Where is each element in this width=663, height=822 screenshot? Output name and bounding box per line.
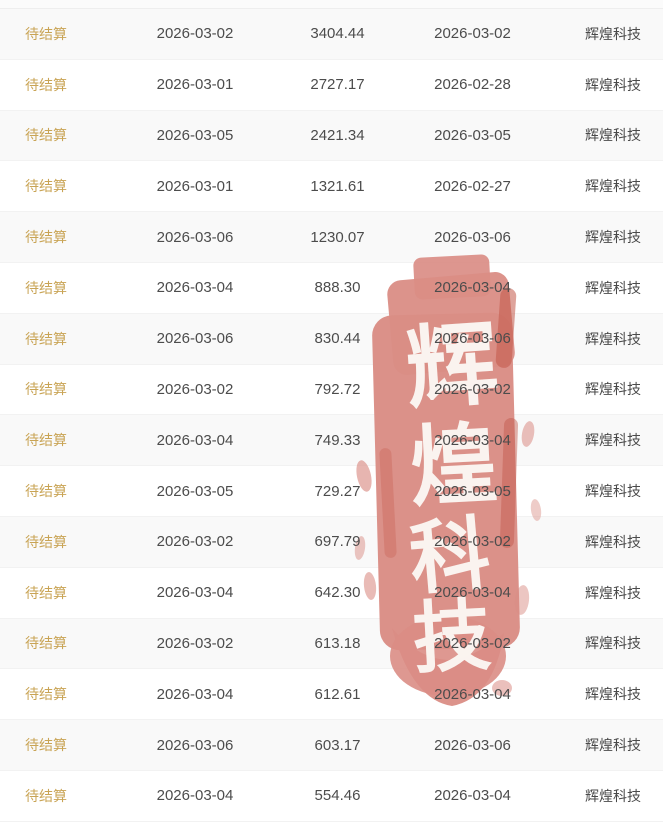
table-row[interactable]: 待结算 2026-03-04 554.46 2026-03-04 辉煌科技	[0, 770, 663, 822]
table-row[interactable]: 待结算 2026-03-06 603.17 2026-03-06 辉煌科技	[0, 720, 663, 771]
company-cell: 辉煌科技	[585, 330, 641, 347]
settle-date-cell: 2026-03-04	[156, 685, 234, 703]
amount-cell: 729.27	[314, 482, 361, 500]
settle-date-cell: 2026-03-04	[156, 584, 234, 602]
previous-row-partial	[0, 0, 663, 9]
table-row[interactable]: 待结算 2026-03-02 697.79 2026-03-02 辉煌科技	[0, 516, 663, 568]
status-label: 待结算	[25, 635, 67, 652]
company-cell: 辉煌科技	[585, 279, 641, 296]
order-date-cell: 2026-03-02	[434, 380, 511, 398]
company-cell: 辉煌科技	[585, 584, 641, 601]
order-date-cell: 2026-03-04	[434, 584, 511, 602]
table-row[interactable]: 待结算 2026-03-05 729.27 2026-03-05 辉煌科技	[0, 466, 663, 517]
table-row[interactable]: 待结算 2026-03-01 2727.17 2026-02-28 辉煌科技	[0, 59, 663, 111]
settle-date-cell: 2026-03-06	[156, 330, 234, 348]
company-cell: 辉煌科技	[585, 737, 641, 754]
settle-date-cell: 2026-03-01	[156, 76, 234, 94]
table-row[interactable]: 待结算 2026-03-04 612.61 2026-03-04 辉煌科技	[0, 669, 663, 721]
company-cell: 辉煌科技	[585, 127, 641, 144]
amount-cell: 749.33	[314, 431, 361, 449]
company-cell: 辉煌科技	[585, 76, 641, 93]
status-label: 待结算	[25, 533, 67, 550]
company-cell: 辉煌科技	[585, 381, 641, 398]
status-label: 待结算	[25, 584, 67, 601]
settle-date-cell: 2026-03-02	[156, 25, 234, 43]
order-date-cell: 2026-03-04	[434, 685, 511, 703]
amount-cell: 830.44	[314, 330, 361, 348]
order-date-cell: 2026-03-04	[434, 279, 511, 297]
order-date-cell: 2026-03-02	[434, 533, 511, 551]
order-date-cell: 2026-03-02	[434, 25, 511, 43]
amount-cell: 1230.07	[310, 228, 365, 246]
table-row[interactable]: 待结算 2026-03-04 749.33 2026-03-04 辉煌科技	[0, 415, 663, 467]
company-cell: 辉煌科技	[585, 178, 641, 195]
status-label: 待结算	[25, 127, 67, 144]
status-label: 待结算	[25, 76, 67, 93]
settle-date-cell: 2026-03-02	[156, 634, 234, 652]
status-label: 待结算	[25, 432, 67, 449]
status-label: 待结算	[25, 381, 67, 398]
amount-cell: 792.72	[314, 380, 361, 398]
table-row[interactable]: 待结算 2026-03-02 613.18 2026-03-02 辉煌科技	[0, 618, 663, 670]
order-date-cell: 2026-03-04	[434, 787, 511, 805]
amount-cell: 554.46	[314, 787, 361, 805]
table-row[interactable]: 待结算 2026-03-06 830.44 2026-03-06 辉煌科技	[0, 313, 663, 365]
settle-date-cell: 2026-03-02	[156, 533, 234, 551]
company-cell: 辉煌科技	[585, 432, 641, 449]
order-date-cell: 2026-03-05	[434, 482, 511, 500]
status-label: 待结算	[25, 330, 67, 347]
company-cell: 辉煌科技	[585, 229, 641, 246]
settle-date-cell: 2026-03-04	[156, 431, 234, 449]
status-label: 待结算	[25, 686, 67, 703]
settle-date-cell: 2026-03-04	[156, 787, 234, 805]
company-cell: 辉煌科技	[585, 635, 641, 652]
status-label: 待结算	[25, 178, 67, 195]
order-date-cell: 2026-03-02	[434, 634, 511, 652]
amount-cell: 888.30	[314, 279, 361, 297]
order-date-cell: 2026-03-06	[434, 330, 511, 348]
order-date-cell: 2026-03-06	[434, 736, 511, 754]
settle-date-cell: 2026-03-05	[156, 126, 234, 144]
status-label: 待结算	[25, 483, 67, 500]
company-cell: 辉煌科技	[585, 533, 641, 550]
table-row[interactable]: 待结算 2026-03-02 3404.44 2026-03-02 辉煌科技	[0, 9, 663, 60]
amount-cell: 612.61	[314, 685, 361, 703]
amount-cell: 613.18	[314, 634, 361, 652]
order-date-cell: 2026-03-06	[434, 228, 511, 246]
table-row[interactable]: 待结算 2026-03-04 642.30 2026-03-04 辉煌科技	[0, 567, 663, 619]
company-cell: 辉煌科技	[585, 787, 641, 804]
order-date-cell: 2026-02-28	[434, 76, 511, 94]
settle-date-cell: 2026-03-04	[156, 279, 234, 297]
amount-cell: 3404.44	[310, 25, 365, 43]
table-row[interactable]: 待结算 2026-03-02 792.72 2026-03-02 辉煌科技	[0, 364, 663, 416]
table-row[interactable]: 待结算 2026-03-06 1230.07 2026-03-06 辉煌科技	[0, 212, 663, 263]
status-label: 待结算	[25, 279, 67, 296]
table-row[interactable]: 待结算 2026-03-05 2421.34 2026-03-05 辉煌科技	[0, 110, 663, 162]
amount-cell: 1321.61	[310, 177, 365, 195]
settle-date-cell: 2026-03-06	[156, 228, 234, 246]
status-label: 待结算	[25, 229, 67, 246]
order-date-cell: 2026-03-05	[434, 126, 511, 144]
status-label: 待结算	[25, 25, 67, 42]
status-label: 待结算	[25, 737, 67, 754]
amount-cell: 2421.34	[310, 126, 365, 144]
settle-date-cell: 2026-03-01	[156, 177, 234, 195]
settle-date-cell: 2026-03-06	[156, 736, 234, 754]
company-cell: 辉煌科技	[585, 483, 641, 500]
settle-date-cell: 2026-03-05	[156, 482, 234, 500]
company-cell: 辉煌科技	[585, 25, 641, 42]
company-cell: 辉煌科技	[585, 686, 641, 703]
amount-cell: 2727.17	[310, 76, 365, 94]
status-label: 待结算	[25, 787, 67, 804]
table-row[interactable]: 待结算 2026-03-01 1321.61 2026-02-27 辉煌科技	[0, 161, 663, 213]
table-row[interactable]: 待结算 2026-03-04 888.30 2026-03-04 辉煌科技	[0, 262, 663, 314]
amount-cell: 642.30	[314, 584, 361, 602]
amount-cell: 697.79	[314, 533, 361, 551]
order-date-cell: 2026-02-27	[434, 177, 511, 195]
amount-cell: 603.17	[314, 736, 361, 754]
order-date-cell: 2026-03-04	[434, 431, 511, 449]
settle-date-cell: 2026-03-02	[156, 380, 234, 398]
settlement-table: 待结算 2026-03-02 3404.44 2026-03-02 辉煌科技 待…	[0, 9, 663, 822]
